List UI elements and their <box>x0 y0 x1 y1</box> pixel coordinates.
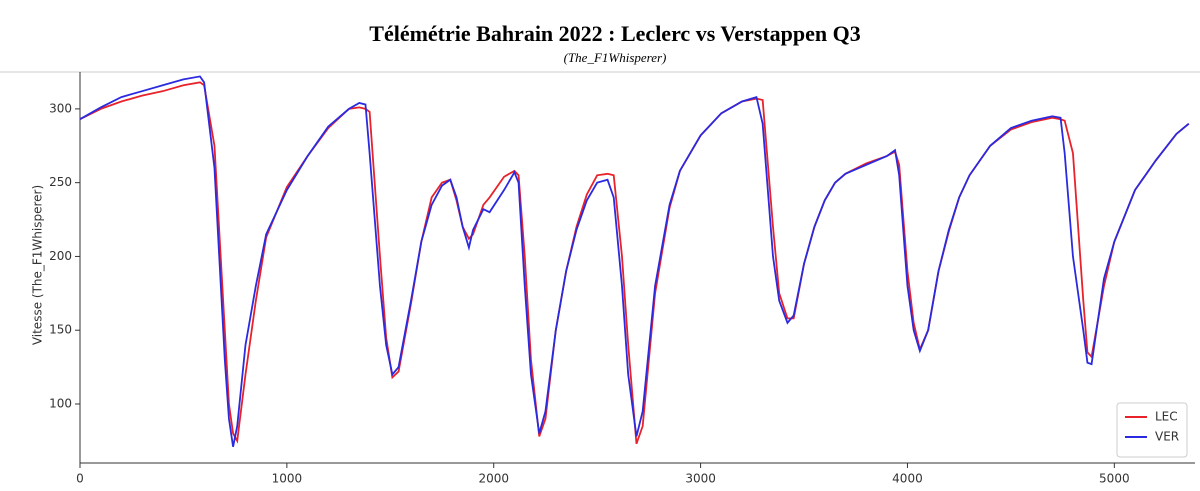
x-tick-label: 4000 <box>892 472 923 486</box>
y-tick-label: 100 <box>49 396 72 410</box>
y-tick-label: 200 <box>49 249 72 263</box>
y-tick-label: 250 <box>49 175 72 189</box>
y-axis-label: Vitesse (The_F1Whisperer) <box>31 185 45 345</box>
legend-label: LEC <box>1155 410 1178 424</box>
chart-subtitle: (The_F1Whisperer) <box>564 50 667 65</box>
x-tick-label: 0 <box>76 472 84 486</box>
legend-label: VER <box>1155 430 1179 444</box>
x-tick-label: 5000 <box>1099 472 1130 486</box>
x-tick-label: 3000 <box>685 472 716 486</box>
series-line <box>79 75 1190 447</box>
y-tick-label: 150 <box>49 323 72 337</box>
y-tick-label: 300 <box>49 101 72 115</box>
x-tick-label: 1000 <box>272 472 303 486</box>
x-tick-label: 2000 <box>478 472 509 486</box>
series-line <box>79 81 1190 445</box>
chart-title: Télémétrie Bahrain 2022 : Leclerc vs Ver… <box>369 21 860 46</box>
